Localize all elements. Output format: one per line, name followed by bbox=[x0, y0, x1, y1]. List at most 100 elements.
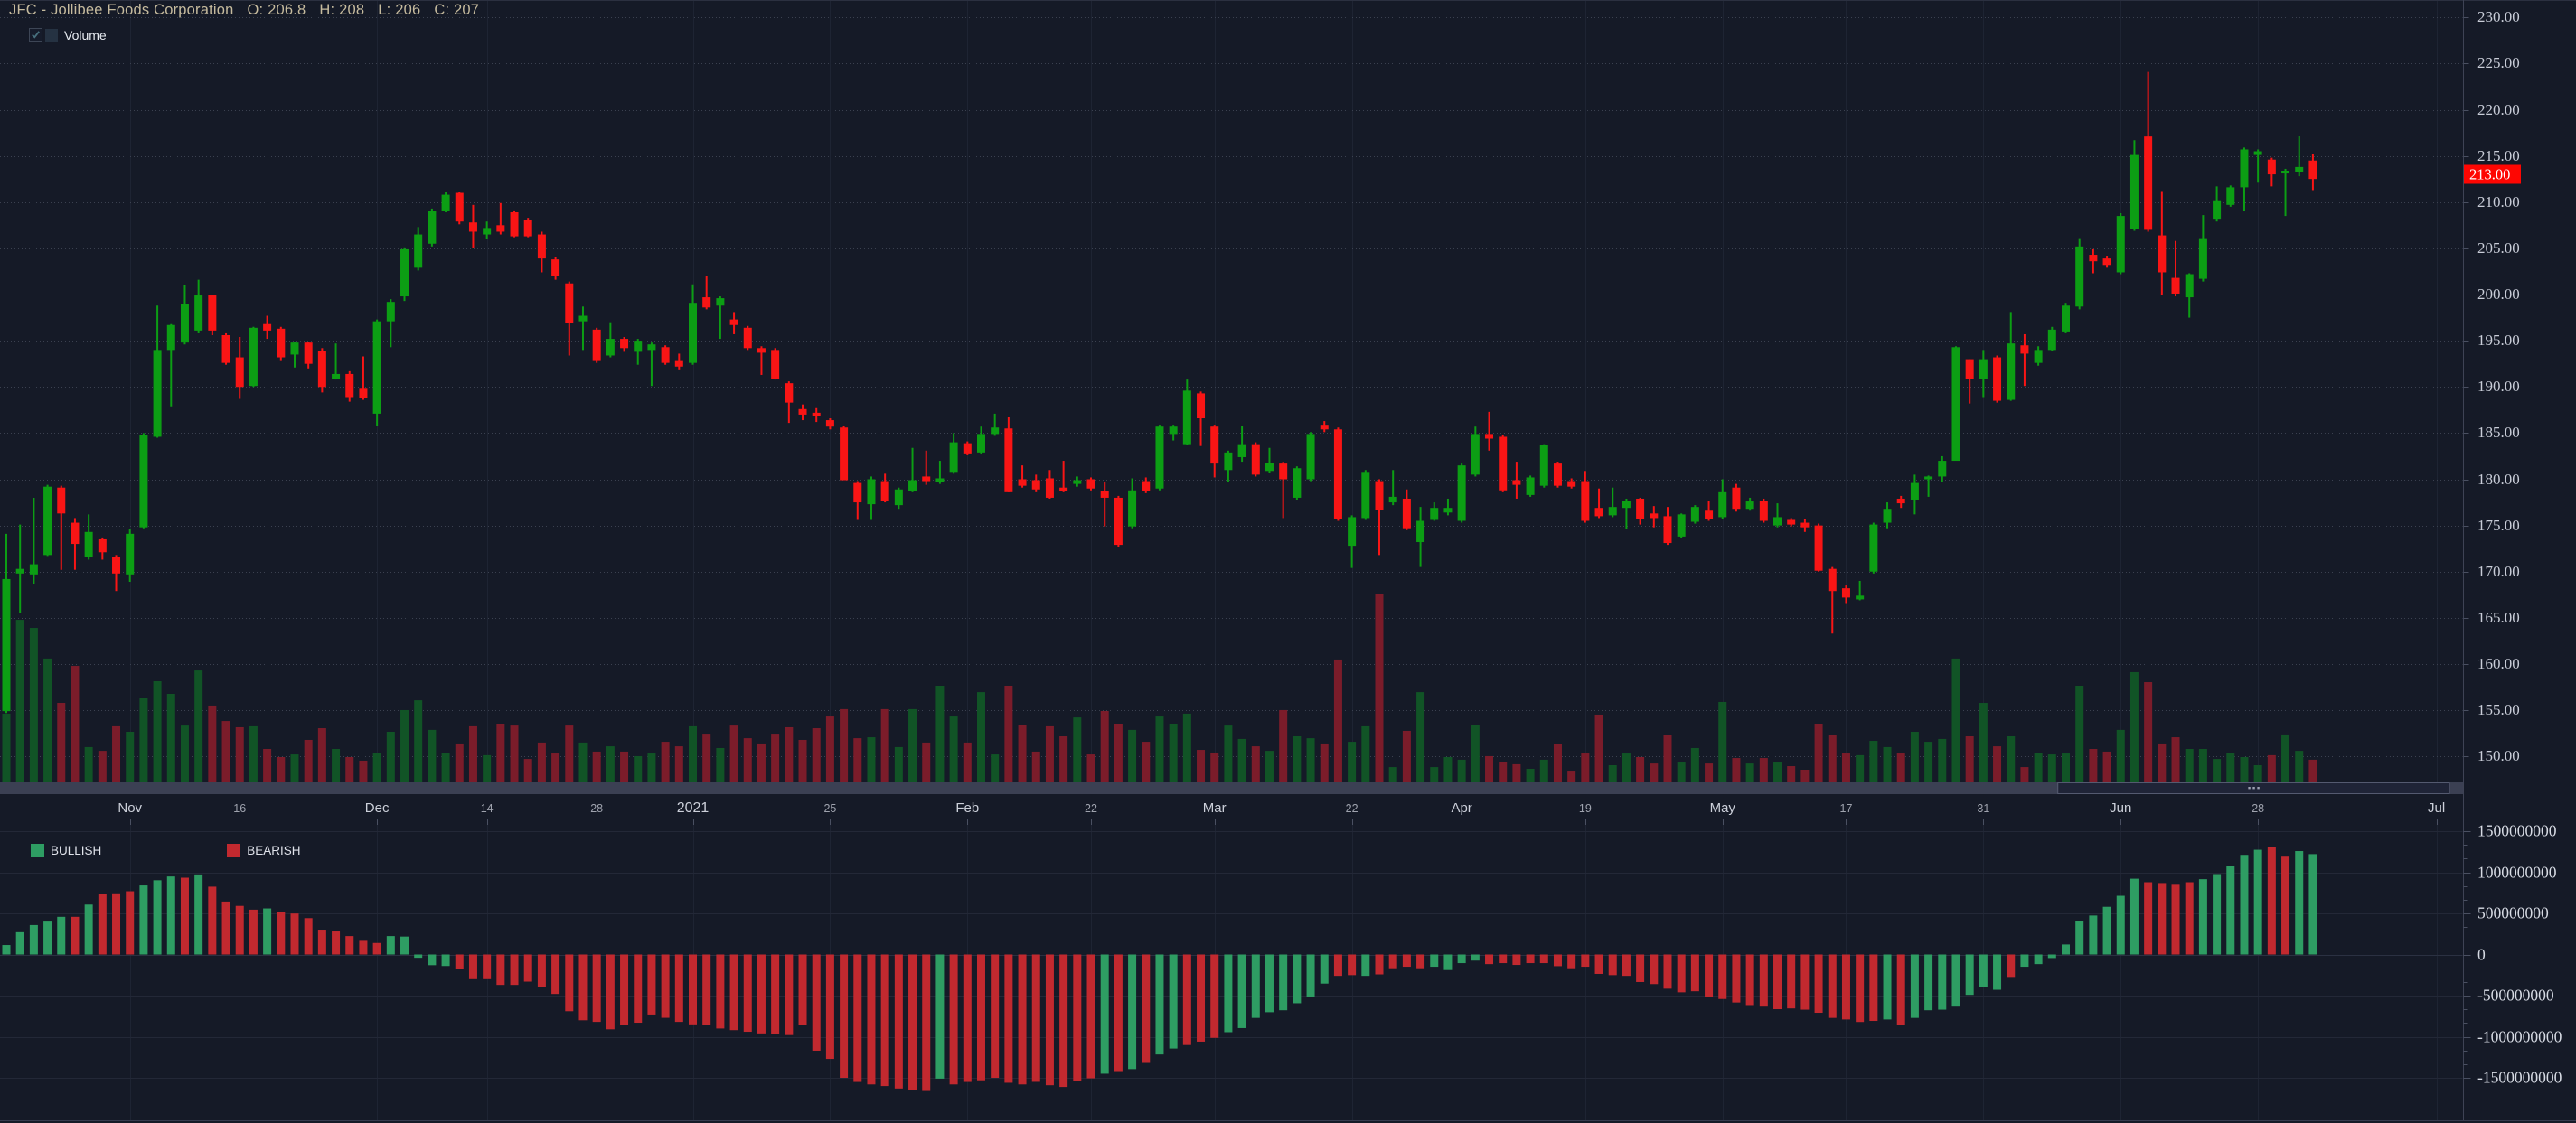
time-axis-label[interactable]: Mar bbox=[1202, 800, 1227, 816]
time-axis-label[interactable]: Jun bbox=[2110, 800, 2132, 816]
volume-bar bbox=[935, 685, 945, 782]
money-flow-bar bbox=[1553, 954, 1562, 967]
price-axis-label[interactable]: 150.00 bbox=[2477, 747, 2520, 765]
time-axis-label[interactable]: Feb bbox=[955, 800, 980, 816]
volume-bar bbox=[15, 620, 24, 782]
flow-axis-label[interactable]: -500000000 bbox=[2477, 986, 2554, 1005]
scrollbar-track[interactable] bbox=[0, 782, 2463, 794]
time-axis-label[interactable]: 25 bbox=[823, 802, 837, 815]
candle-body bbox=[1155, 426, 1164, 489]
price-axis-label[interactable]: 200.00 bbox=[2477, 285, 2520, 303]
flow-axis-label[interactable]: 500000000 bbox=[2477, 903, 2549, 922]
time-axis-label[interactable]: 22 bbox=[1085, 802, 1097, 815]
volume-bar bbox=[2171, 737, 2180, 782]
time-axis-label[interactable]: 28 bbox=[2252, 802, 2265, 815]
volume-bar bbox=[1705, 763, 1714, 782]
money-flow-bar bbox=[29, 924, 38, 955]
symbol-title: JFC - Jollibee Foods Corporation bbox=[9, 2, 234, 18]
money-flow-bar bbox=[1650, 954, 1659, 985]
volume-bar bbox=[2253, 764, 2262, 782]
bearish-swatch[interactable] bbox=[227, 843, 241, 857]
money-flow-bar bbox=[689, 954, 697, 1025]
money-flow-bar bbox=[2034, 954, 2043, 965]
money-flow-bar bbox=[414, 954, 423, 959]
time-scrollbar[interactable] bbox=[0, 782, 2463, 794]
candle-body bbox=[1526, 477, 1535, 495]
candle-body bbox=[2, 578, 11, 712]
time-axis-label[interactable]: 17 bbox=[1839, 802, 1853, 815]
candle-body bbox=[1539, 445, 1548, 486]
price-axis-label[interactable]: 180.00 bbox=[2477, 470, 2520, 488]
volume-bar bbox=[455, 743, 464, 782]
time-axis-label[interactable]: 19 bbox=[1578, 802, 1592, 815]
money-flow-bar bbox=[1018, 954, 1027, 1085]
volume-bar bbox=[2062, 753, 2070, 782]
volume-checkbox[interactable] bbox=[29, 28, 42, 42]
candle-body bbox=[1745, 501, 1754, 510]
price-axis-label[interactable]: 210.00 bbox=[2477, 192, 2520, 211]
flow-axis-label[interactable]: -1000000000 bbox=[2477, 1027, 2562, 1045]
volume-series[interactable] bbox=[2, 594, 2317, 782]
time-axis-label[interactable]: 16 bbox=[233, 802, 247, 815]
volume-bar bbox=[1539, 759, 1548, 782]
price-axis-label[interactable]: 195.00 bbox=[2477, 332, 2520, 350]
money-flow-bar bbox=[537, 954, 546, 987]
volume-bar bbox=[126, 731, 135, 782]
volume-bar bbox=[2198, 749, 2207, 782]
money-flow-bar bbox=[1169, 954, 1178, 1049]
price-axis-label[interactable]: 185.00 bbox=[2477, 424, 2520, 442]
time-axis-label[interactable]: 28 bbox=[590, 802, 604, 815]
volume-bar bbox=[1910, 731, 1919, 782]
time-axis-label[interactable]: Jul bbox=[2428, 800, 2446, 816]
time-axis-label[interactable]: 22 bbox=[1345, 802, 1359, 815]
price-axis-label[interactable]: 165.00 bbox=[2477, 608, 2520, 626]
time-axis-label[interactable]: Nov bbox=[118, 800, 143, 816]
candle-body bbox=[743, 327, 752, 349]
volume-bar bbox=[1773, 762, 1782, 782]
time-axis-label[interactable]: 14 bbox=[480, 802, 494, 815]
volume-bar bbox=[1745, 763, 1754, 782]
flow-axis-label[interactable]: 0 bbox=[2477, 945, 2486, 963]
time-axis-label[interactable]: Apr bbox=[1451, 800, 1472, 816]
candlestick-series[interactable] bbox=[2, 71, 2317, 714]
money-flow-bar bbox=[1471, 954, 1480, 961]
price-axis-label[interactable]: 170.00 bbox=[2477, 562, 2520, 580]
price-axis-label[interactable]: 225.00 bbox=[2477, 54, 2520, 72]
volume-bar bbox=[1402, 730, 1411, 782]
time-axis-label[interactable]: 2021 bbox=[676, 800, 710, 816]
candle-body bbox=[963, 443, 972, 454]
flow-axis-label[interactable]: 1500000000 bbox=[2477, 821, 2557, 840]
candle-body bbox=[1210, 426, 1219, 464]
price-axis-label[interactable]: 205.00 bbox=[2477, 239, 2520, 257]
money-flow-series[interactable] bbox=[2, 847, 2317, 1091]
price-axis-label[interactable]: 190.00 bbox=[2477, 378, 2520, 396]
bullish-swatch[interactable] bbox=[31, 843, 44, 857]
volume-bar bbox=[523, 759, 532, 782]
price-axis-label[interactable]: 160.00 bbox=[2477, 655, 2520, 672]
money-flow-bar bbox=[1114, 954, 1123, 1072]
ohlc-h: H: 208 bbox=[319, 2, 365, 18]
flow-axis-label[interactable]: 1000000000 bbox=[2477, 863, 2557, 881]
candle-body bbox=[1993, 357, 2002, 401]
time-axis-label[interactable]: 31 bbox=[1977, 802, 1990, 815]
candle-body bbox=[1333, 429, 1342, 519]
candle-body bbox=[2020, 345, 2029, 354]
time-axis-label[interactable]: May bbox=[1709, 800, 1735, 816]
volume-series-swatch bbox=[45, 28, 58, 42]
candle-body bbox=[2295, 166, 2304, 173]
volume-bar bbox=[386, 731, 395, 782]
volume-bar bbox=[1306, 738, 1315, 782]
price-axis-label[interactable]: 215.00 bbox=[2477, 146, 2520, 164]
money-flow-bar bbox=[1526, 954, 1535, 964]
price-axis-label[interactable]: 230.00 bbox=[2477, 8, 2520, 26]
price-axis-label[interactable]: 155.00 bbox=[2477, 701, 2520, 719]
price-axis-label[interactable]: 220.00 bbox=[2477, 100, 2520, 118]
price-axis-label[interactable]: 175.00 bbox=[2477, 516, 2520, 534]
volume-legend-item[interactable]: Volume bbox=[29, 27, 107, 42]
candle-body bbox=[1499, 436, 1508, 491]
time-axis-label[interactable]: Dec bbox=[364, 800, 390, 816]
candle-body bbox=[2129, 154, 2139, 229]
flow-axis-label[interactable]: -1500000000 bbox=[2477, 1068, 2562, 1087]
volume-bar bbox=[2007, 736, 2016, 782]
